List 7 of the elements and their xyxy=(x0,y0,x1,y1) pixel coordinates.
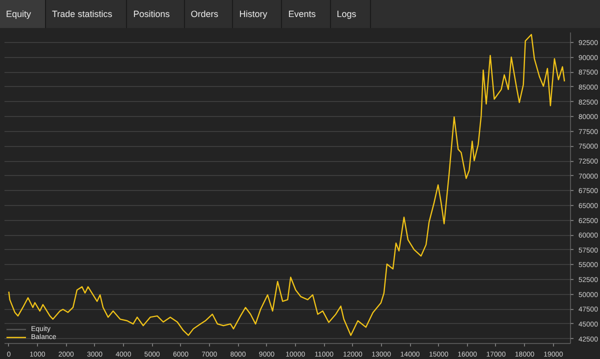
text: Positions xyxy=(127,0,185,28)
text: Orders xyxy=(184,0,234,28)
text: History xyxy=(233,0,282,28)
text: Events xyxy=(282,0,331,28)
text: Trade statistics xyxy=(46,0,128,28)
text: Equity xyxy=(0,0,46,28)
text: Logs xyxy=(330,0,372,28)
